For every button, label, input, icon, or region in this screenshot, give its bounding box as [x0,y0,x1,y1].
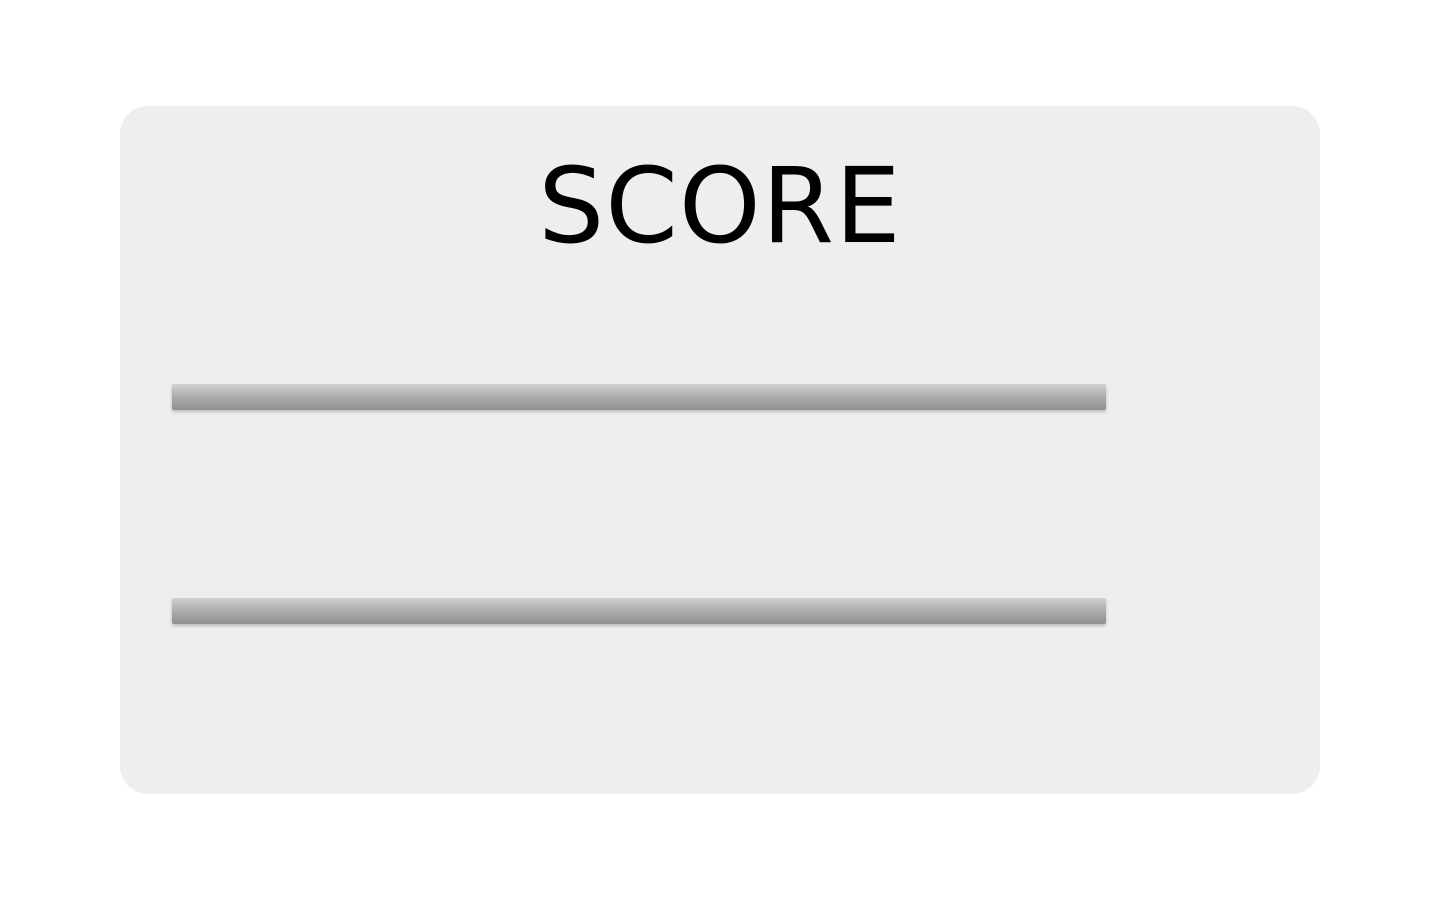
score-panel: SCORE [120,106,1320,794]
score-title: SCORE [538,145,902,267]
score-bar-2 [172,598,1106,624]
score-bar-1 [172,384,1106,410]
